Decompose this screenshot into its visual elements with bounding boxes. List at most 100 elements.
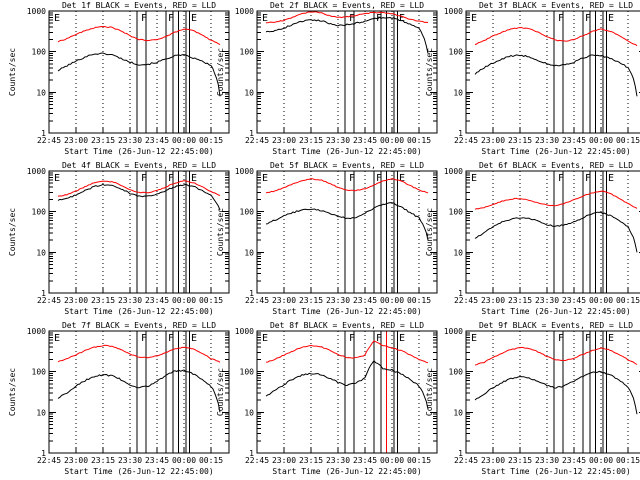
x-tick-label: 00:00 <box>380 136 404 145</box>
x-tick-label: 00:00 <box>589 456 613 465</box>
x-tick-label: 22:45 <box>245 136 269 145</box>
y-tick-label: 100 <box>240 48 255 57</box>
y-tick-label: 1000 <box>444 327 463 336</box>
x-tick-label: 23:30 <box>118 456 142 465</box>
event-marker-label: E <box>191 333 197 344</box>
event-marker-label: F <box>585 173 591 184</box>
x-tick-label: 23:15 <box>299 296 323 305</box>
panel-title: Det 5f BLACK = Events, RED = LLD <box>270 161 424 170</box>
x-tick-label: 23:45 <box>562 136 586 145</box>
y-tick-label: 1000 <box>444 7 463 16</box>
x-axis-label: Start Time (26-Jun-12 22:45:00) <box>481 307 630 316</box>
panel-title: Det 7f BLACK = Events, RED = LLD <box>62 321 216 330</box>
y-tick-label: 1000 <box>235 7 254 16</box>
event-marker-label: F <box>585 333 591 344</box>
lld-series-line <box>265 177 429 194</box>
event-marker-label: E <box>262 333 268 344</box>
event-marker-label: F <box>376 13 382 24</box>
event-marker-label: F <box>168 173 174 184</box>
x-axis-label: Start Time (26-Jun-12 22:45:00) <box>64 467 213 476</box>
x-tick-label: 23:00 <box>64 136 88 145</box>
events-series-line <box>474 54 638 97</box>
x-tick-label: 23:15 <box>91 296 115 305</box>
x-tick-label: 23:30 <box>535 136 559 145</box>
x-tick-label: 00:00 <box>380 296 404 305</box>
y-axis-label: Counts/sec <box>425 48 434 96</box>
events-series-line <box>57 369 221 413</box>
x-tick-label: 22:45 <box>37 456 61 465</box>
event-marker-label: E <box>608 13 614 24</box>
x-tick-label: 00:15 <box>407 136 431 145</box>
y-tick-label: 1 <box>458 289 463 298</box>
y-tick-label: 100 <box>449 208 464 217</box>
lld-series-line <box>57 180 221 197</box>
y-tick-label: 1 <box>249 449 254 458</box>
y-tick-label: 10 <box>453 248 463 257</box>
y-axis-label: Counts/sec <box>425 208 434 256</box>
event-marker-label: E <box>608 333 614 344</box>
detector-panel-7: 22:45 23:00 23:15 23:30 23:45 00:00 00:15 1 10 10… <box>27 327 230 465</box>
y-tick-label: 10 <box>453 408 463 417</box>
x-tick-label: 22:45 <box>37 296 61 305</box>
y-tick-label: 10 <box>36 88 46 97</box>
y-tick-label: 1 <box>458 129 463 138</box>
x-tick-label: 23:30 <box>326 296 350 305</box>
x-tick-label: 00:00 <box>172 456 196 465</box>
x-tick-label: 00:00 <box>589 296 613 305</box>
event-marker-label: F <box>558 13 564 24</box>
x-tick-label: 22:45 <box>454 296 478 305</box>
x-tick-label: 00:15 <box>616 456 640 465</box>
y-tick-label: 100 <box>449 48 464 57</box>
y-tick-label: 1000 <box>235 327 254 336</box>
event-marker-label: F <box>376 173 382 184</box>
x-tick-label: 23:30 <box>118 136 142 145</box>
y-tick-label: 1 <box>41 289 46 298</box>
detector-panel-6: 22:45 23:00 23:15 23:30 23:45 00:00 00:15 1 10 10… <box>444 167 640 305</box>
y-tick-label: 1000 <box>444 167 463 176</box>
y-tick-label: 10 <box>244 248 254 257</box>
plot-frame <box>465 170 640 294</box>
lld-series-line <box>474 346 638 366</box>
events-series-line <box>474 211 638 253</box>
event-marker-label: E <box>54 173 60 184</box>
y-axis-label: Counts/sec <box>8 208 17 256</box>
x-tick-label: 23:00 <box>64 296 88 305</box>
x-tick-label: 00:15 <box>199 456 223 465</box>
event-marker-label: E <box>191 173 197 184</box>
plot-frame <box>256 170 438 294</box>
x-tick-label: 23:00 <box>481 456 505 465</box>
event-marker-label: F <box>558 333 564 344</box>
x-tick-label: 23:45 <box>353 456 377 465</box>
x-tick-label: 23:45 <box>562 456 586 465</box>
detector-panel-4: 22:45 23:00 23:15 23:30 23:45 00:00 00:15 1 10 10… <box>27 167 230 305</box>
y-tick-label: 10 <box>36 408 46 417</box>
x-tick-label: 00:15 <box>199 296 223 305</box>
event-marker-label: E <box>471 13 477 24</box>
events-series-line <box>474 370 638 415</box>
detector-panel-1: 22:45 23:00 23:15 23:30 23:45 00:00 00:15 1 10 10… <box>27 7 230 145</box>
x-tick-label: 22:45 <box>454 136 478 145</box>
x-tick-label: 23:30 <box>535 296 559 305</box>
y-axis-label: Counts/sec <box>216 208 225 256</box>
lld-series-line <box>474 190 638 210</box>
x-tick-label: 23:45 <box>353 136 377 145</box>
x-tick-label: 23:00 <box>64 456 88 465</box>
detector-panel-3: 22:45 23:00 23:15 23:30 23:45 00:00 00:15 1 10 10… <box>444 7 640 145</box>
x-tick-label: 23:15 <box>299 456 323 465</box>
x-tick-label: 00:00 <box>589 136 613 145</box>
events-series-line <box>57 52 221 97</box>
plot-frame <box>256 10 438 134</box>
x-tick-label: 23:15 <box>508 136 532 145</box>
event-marker-label: E <box>54 13 60 24</box>
event-marker-label: F <box>141 13 147 24</box>
plot-frame <box>465 10 640 134</box>
y-tick-label: 10 <box>453 88 463 97</box>
x-tick-label: 22:45 <box>454 456 478 465</box>
x-tick-label: 23:15 <box>299 136 323 145</box>
x-tick-label: 00:15 <box>616 136 640 145</box>
y-tick-label: 10 <box>244 88 254 97</box>
x-tick-label: 23:30 <box>118 296 142 305</box>
y-tick-label: 1000 <box>235 167 254 176</box>
y-tick-label: 100 <box>240 368 255 377</box>
